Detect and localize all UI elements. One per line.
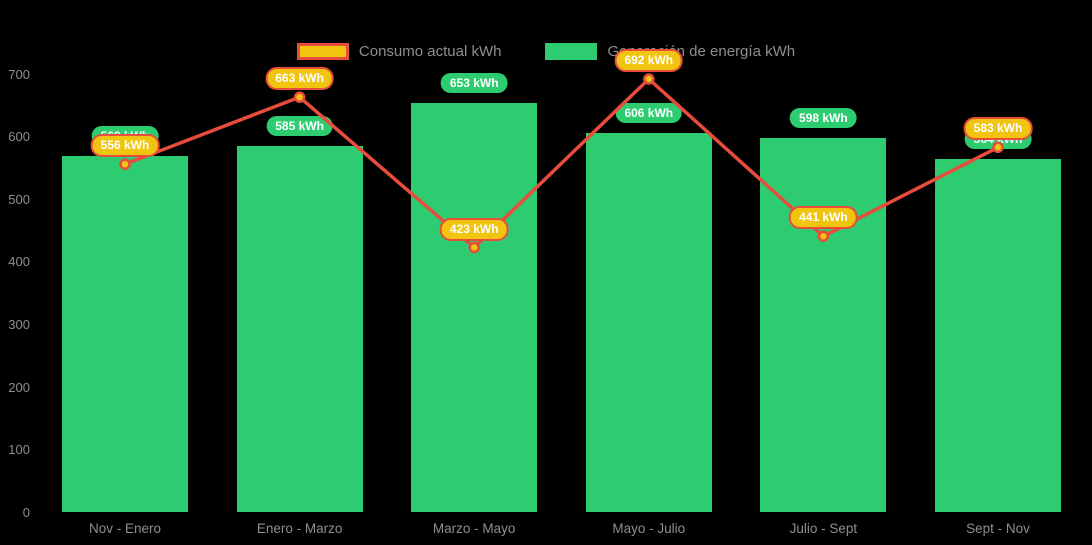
line-value-label: 423 kWh [439,217,509,241]
y-axis-tick-400: 400 [8,254,30,270]
data-point[interactable] [992,141,1004,154]
line-value-label: 556 kWh [90,134,160,158]
line-value-label: 441 kWh [789,206,858,230]
legend-swatch-consumo [296,43,349,60]
x-axis-label: Mayo - Julio [612,521,686,536]
line-value-label: 692 kWh [614,49,684,72]
y-axis-tick-200: 200 [8,379,30,395]
bar-value-label: 653 kWh [440,73,508,94]
data-point[interactable] [293,91,306,103]
legend-swatch-generacion [545,43,598,60]
legend-label-consumo: Consumo actual kWh [358,43,502,60]
bar-value-label: 585 kWh [266,116,333,137]
data-point[interactable] [643,73,655,85]
x-axis-label: Marzo - Mayo [432,521,516,536]
consumption-line [124,76,999,250]
y-axis-tick-500: 500 [8,191,30,207]
y-axis-tick-600: 600 [8,129,30,145]
data-point[interactable] [468,241,480,254]
x-axis-label: Sept - Nov [966,521,1030,536]
y-axis-tick-100: 100 [8,442,30,458]
bar-Enero - Marzo[interactable] [236,146,363,513]
bar-Mayo - Julio[interactable] [585,132,712,513]
line-value-label: 663 kWh [265,67,334,91]
bar-Nov - Enero[interactable] [62,156,188,513]
bar-value-label: 598 kWh [790,107,857,128]
x-axis-label: Nov - Enero [88,521,162,536]
bar-Marzo - Mayo[interactable] [411,103,538,513]
y-axis-tick-700: 700 [8,66,30,82]
line-value-label: 583 kWh [963,117,1033,141]
data-point[interactable] [119,158,131,170]
data-point[interactable] [817,230,830,242]
x-axis-label: Julio - Sept [789,521,858,536]
bar-value-label: 606 kWh [615,102,683,123]
y-axis-tick-300: 300 [8,317,30,333]
y-axis-tick-0: 0 [22,505,30,520]
x-axis-label: Enero - Marzo [256,521,343,536]
bar-Sept - Nov[interactable] [935,159,1061,513]
legend-item-consumo[interactable]: Consumo actual kWh [296,43,502,60]
